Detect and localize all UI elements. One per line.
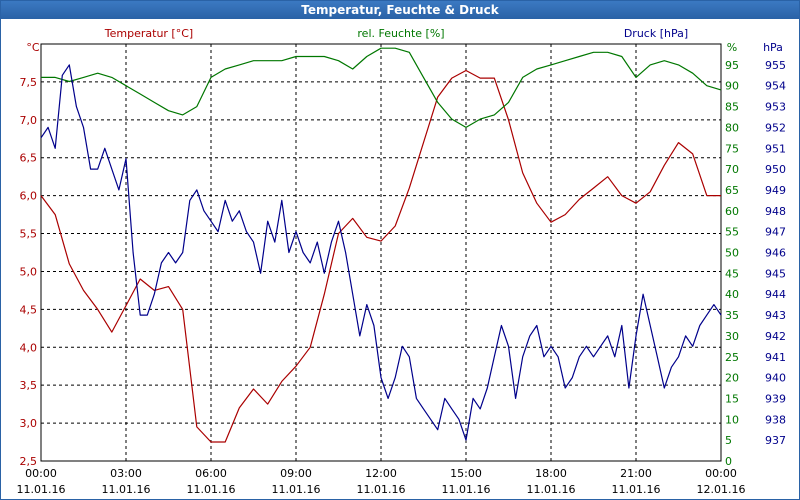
humidity-tick-label: 60 [725,205,739,218]
x-tick-date-label: 11.01.16 [17,483,66,496]
humidity-tick-label: 95 [725,59,739,72]
x-tick-date-label: 11.01.16 [442,483,491,496]
humidity-axis-label: rel. Feuchte [%] [357,27,444,40]
humidity-tick-label: 75 [725,142,739,155]
humidity-tick-label: 20 [725,372,739,385]
temperature-tick-label: 7,0 [20,114,38,127]
humidity-tick-label: 35 [725,309,739,322]
humidity-tick-label: 40 [725,288,739,301]
x-tick-time-label: 09:00 [280,467,312,480]
pressure-tick-label: 951 [765,142,786,155]
temperature-tick-label: 5,5 [20,228,38,241]
x-tick-date-label: 11.01.16 [527,483,576,496]
x-tick-time-label: 15:00 [450,467,482,480]
pressure-tick-label: 940 [765,372,786,385]
pressure-tick-label: 941 [765,351,786,364]
chart-title: Temperatur, Feuchte & Druck [1,1,799,19]
humidity-tick-label: 0 [725,455,732,468]
pressure-tick-label: 943 [765,309,786,322]
pressure-series-line [40,64,722,441]
temperature-tick-label: 3,0 [20,417,38,430]
humidity-tick-label: 50 [725,247,739,260]
x-tick-date-label: 11.01.16 [272,483,321,496]
x-tick-time-label: 06:00 [195,467,227,480]
pressure-tick-label: 955 [765,59,786,72]
x-tick-time-label: 03:00 [110,467,142,480]
x-tick-time-label: 18:00 [535,467,567,480]
temperature-tick-label: 6,5 [20,152,38,165]
x-tick-time-label: 12:00 [365,467,397,480]
pressure-tick-label: 952 [765,121,786,134]
humidity-tick-label: 15 [725,392,739,405]
pressure-tick-label: 950 [765,163,786,176]
x-tick-time-label: 00:00 [25,467,57,480]
humidity-tick-label: 65 [725,184,739,197]
humidity-tick-label: 5 [725,434,732,447]
pressure-tick-label: 938 [765,413,786,426]
humidity-tick-label: 45 [725,267,739,280]
pressure-axis-label: Druck [hPa] [624,27,688,40]
pressure-tick-label: 949 [765,184,786,197]
temperature-tick-label: 3,5 [20,379,38,392]
humidity-tick-label: 55 [725,226,739,239]
x-tick-time-label: 00:00 [705,467,737,480]
pressure-tick-label: 946 [765,247,786,260]
x-tick-date-label: 11.01.16 [357,483,406,496]
humidity-tick-label: 80 [725,121,739,134]
humidity-tick-label: 10 [725,413,739,426]
pressure-tick-label: 953 [765,101,786,114]
x-tick-date-label: 11.01.16 [102,483,151,496]
pressure-tick-label: 954 [765,80,786,93]
pressure-tick-label: 939 [765,392,786,405]
humidity-tick-label: 90 [725,80,739,93]
temperature-tick-label: 4,0 [20,341,38,354]
humidity-unit-label: % [727,41,737,54]
pressure-tick-label: 948 [765,205,786,218]
x-tick-time-label: 21:00 [620,467,652,480]
humidity-series-line [41,47,722,129]
temperature-tick-label: 7,5 [20,76,38,89]
temperature-tick-label: 2,5 [20,455,38,468]
temperature-series-line [40,69,721,443]
temperature-unit-label: °C [26,41,40,54]
x-tick-date-label: 11.01.16 [612,483,661,496]
humidity-tick-label: 30 [725,330,739,343]
pressure-tick-label: 942 [765,330,786,343]
humidity-tick-label: 25 [725,351,739,364]
pressure-unit-label: hPa [763,41,783,54]
x-tick-date-label: 12.01.16 [697,483,746,496]
pressure-tick-label: 937 [765,434,786,447]
temperature-axis-label: Temperatur [°C] [104,27,193,40]
weather-chart: 2,5 3,0 3,5 4,0 4,5 5,0 5,5 6,0 6,5 7,0 7,5 0 5 10 15 2… [17,27,786,496]
temperature-tick-label: 5,0 [20,265,38,278]
pressure-tick-label: 947 [765,226,786,239]
temperature-tick-label: 6,0 [20,190,38,203]
humidity-tick-label: 85 [725,101,739,114]
humidity-tick-label: 70 [725,163,739,176]
pressure-tick-label: 944 [765,288,786,301]
temperature-tick-label: 4,5 [20,303,38,316]
plot-area [40,43,722,462]
pressure-tick-label: 945 [765,267,786,280]
x-tick-date-label: 11.01.16 [187,483,236,496]
